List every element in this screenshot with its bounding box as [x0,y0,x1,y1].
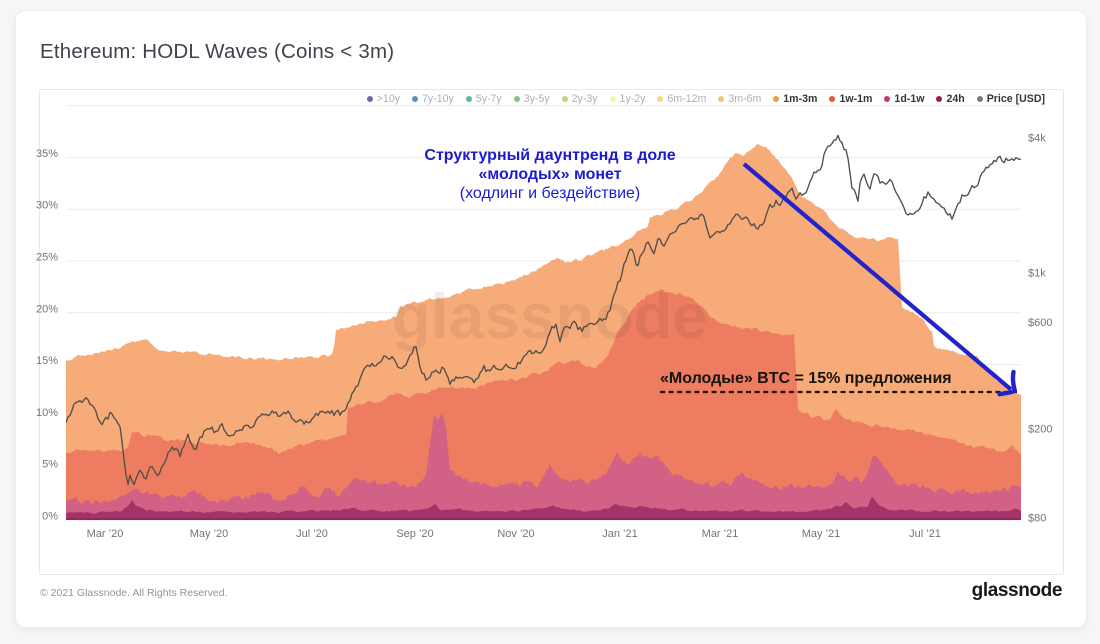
svg-text:$600: $600 [1028,317,1052,329]
svg-text:$200: $200 [1028,424,1052,436]
svg-text:Jan ’21: Jan ’21 [602,528,637,540]
svg-text:May ’20: May ’20 [190,528,229,540]
svg-text:Jul ’20: Jul ’20 [296,528,328,540]
svg-text:$1k: $1k [1028,267,1046,279]
svg-text:glassnode: glassnode [392,282,708,352]
svg-text:35%: 35% [36,148,58,160]
svg-text:10%: 10% [36,407,58,419]
svg-text:Nov ’20: Nov ’20 [497,528,534,540]
svg-text:$4k: $4k [1028,133,1046,145]
svg-text:Mar ’21: Mar ’21 [702,528,739,540]
svg-text:15%: 15% [36,355,58,367]
svg-text:0%: 0% [42,511,58,523]
svg-text:May ’21: May ’21 [802,528,841,540]
svg-text:20%: 20% [36,303,58,315]
svg-text:Mar ’20: Mar ’20 [87,528,124,540]
svg-text:Jul ’21: Jul ’21 [909,528,941,540]
svg-text:5%: 5% [42,459,58,471]
svg-text:25%: 25% [36,252,58,264]
svg-text:Sep ’20: Sep ’20 [396,528,433,540]
svg-text:$80: $80 [1028,513,1046,525]
svg-text:30%: 30% [36,200,58,212]
